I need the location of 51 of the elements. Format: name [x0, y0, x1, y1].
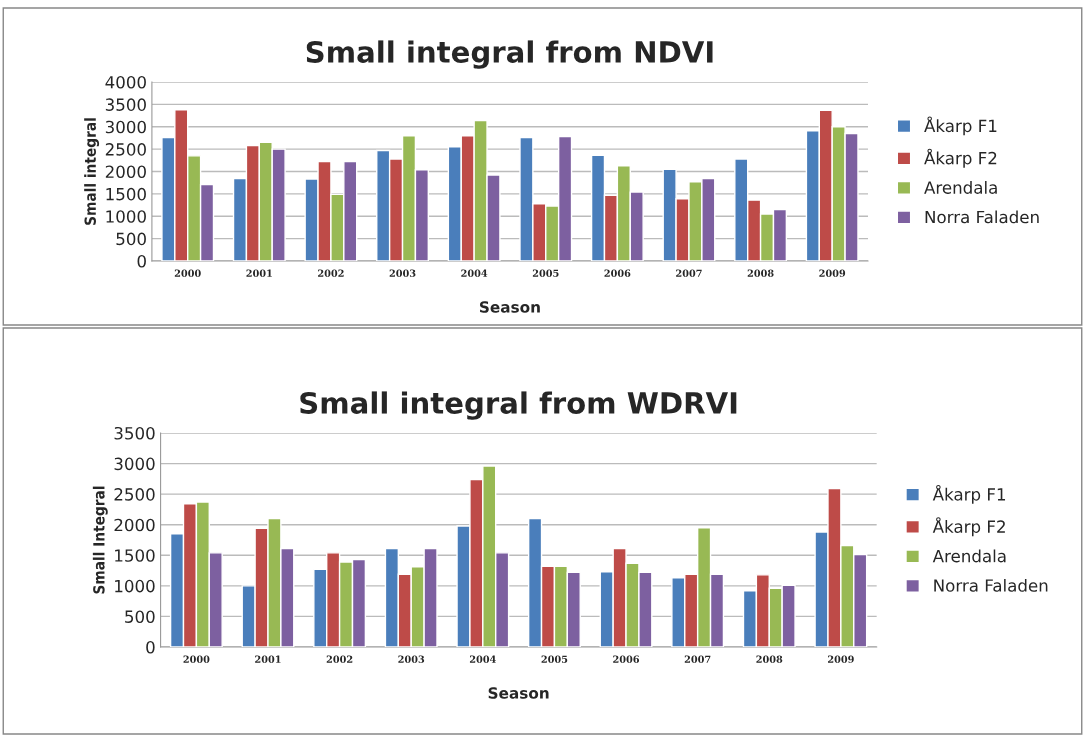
x-tick-label: 2004 — [461, 269, 488, 277]
x-tick-label: 2001 — [246, 269, 272, 277]
x-tick-label: 2001 — [255, 655, 281, 663]
x-tick-label: 2003 — [398, 655, 425, 663]
legend-label: Åkarp F2 — [924, 148, 997, 168]
y-tick-label: 3500 — [114, 426, 155, 440]
legend-label: Åkarp F1 — [924, 116, 997, 136]
y-tick-label: 1000 — [115, 579, 155, 593]
legend-label: Norra Faladen — [934, 578, 1048, 592]
x-tick-label: 2008 — [756, 655, 783, 663]
y-tick-label: 4000 — [105, 75, 146, 89]
chart-title: Small integral from WDRVI — [300, 391, 737, 420]
legend-label: Arendala — [924, 180, 997, 194]
x-axis-title: Season — [479, 301, 540, 313]
y-tick-label: 0 — [137, 254, 146, 268]
x-tick-label: 2008 — [747, 269, 774, 277]
y-tick-label: 2500 — [105, 143, 146, 156]
x-tick-label: 2006 — [613, 655, 640, 663]
x-tick-label: 2006 — [604, 269, 631, 277]
y-tick-label: 1500 — [115, 549, 155, 562]
y-tick-label: 2500 — [114, 488, 155, 501]
y-tick-label: 0 — [146, 640, 155, 654]
x-tick-label: 2007 — [676, 269, 702, 277]
y-tick-label: 2000 — [114, 518, 155, 532]
x-tick-label: 2004 — [469, 655, 496, 663]
x-tick-label: 2003 — [389, 269, 416, 277]
y-axis-title: Small Integral — [92, 486, 108, 594]
x-tick-label: 2007 — [684, 655, 711, 663]
x-tick-label: 2002 — [326, 655, 353, 663]
y-tick-label: 3000 — [105, 120, 146, 134]
y-tick-label: 3000 — [114, 457, 155, 471]
chart-title: Small integral from NDVI — [306, 40, 713, 69]
x-axis-title: Season — [488, 687, 549, 699]
legend-label: Åkarp F2 — [932, 517, 1005, 537]
legend-label: Åkarp F1 — [932, 484, 1006, 504]
x-tick-label: 2009 — [819, 269, 846, 277]
legend-label: Norra Faladen — [925, 210, 1039, 224]
y-axis-title: Small integral — [84, 118, 100, 225]
y-tick-label: 500 — [125, 610, 155, 623]
x-tick-label: 2000 — [174, 269, 201, 277]
x-tick-label: 2005 — [541, 655, 568, 663]
y-tick-label: 2000 — [105, 165, 146, 179]
y-tick-label: 1500 — [106, 187, 146, 201]
x-tick-label: 2009 — [828, 655, 854, 663]
y-tick-label: 1000 — [106, 210, 146, 223]
y-tick-label: 3500 — [105, 98, 146, 111]
x-tick-label: 2005 — [532, 269, 559, 277]
x-tick-label: 2000 — [183, 655, 210, 663]
legend-label: Arendala — [932, 549, 1006, 563]
y-tick-label: 500 — [116, 232, 146, 246]
x-tick-label: 2002 — [318, 269, 344, 277]
